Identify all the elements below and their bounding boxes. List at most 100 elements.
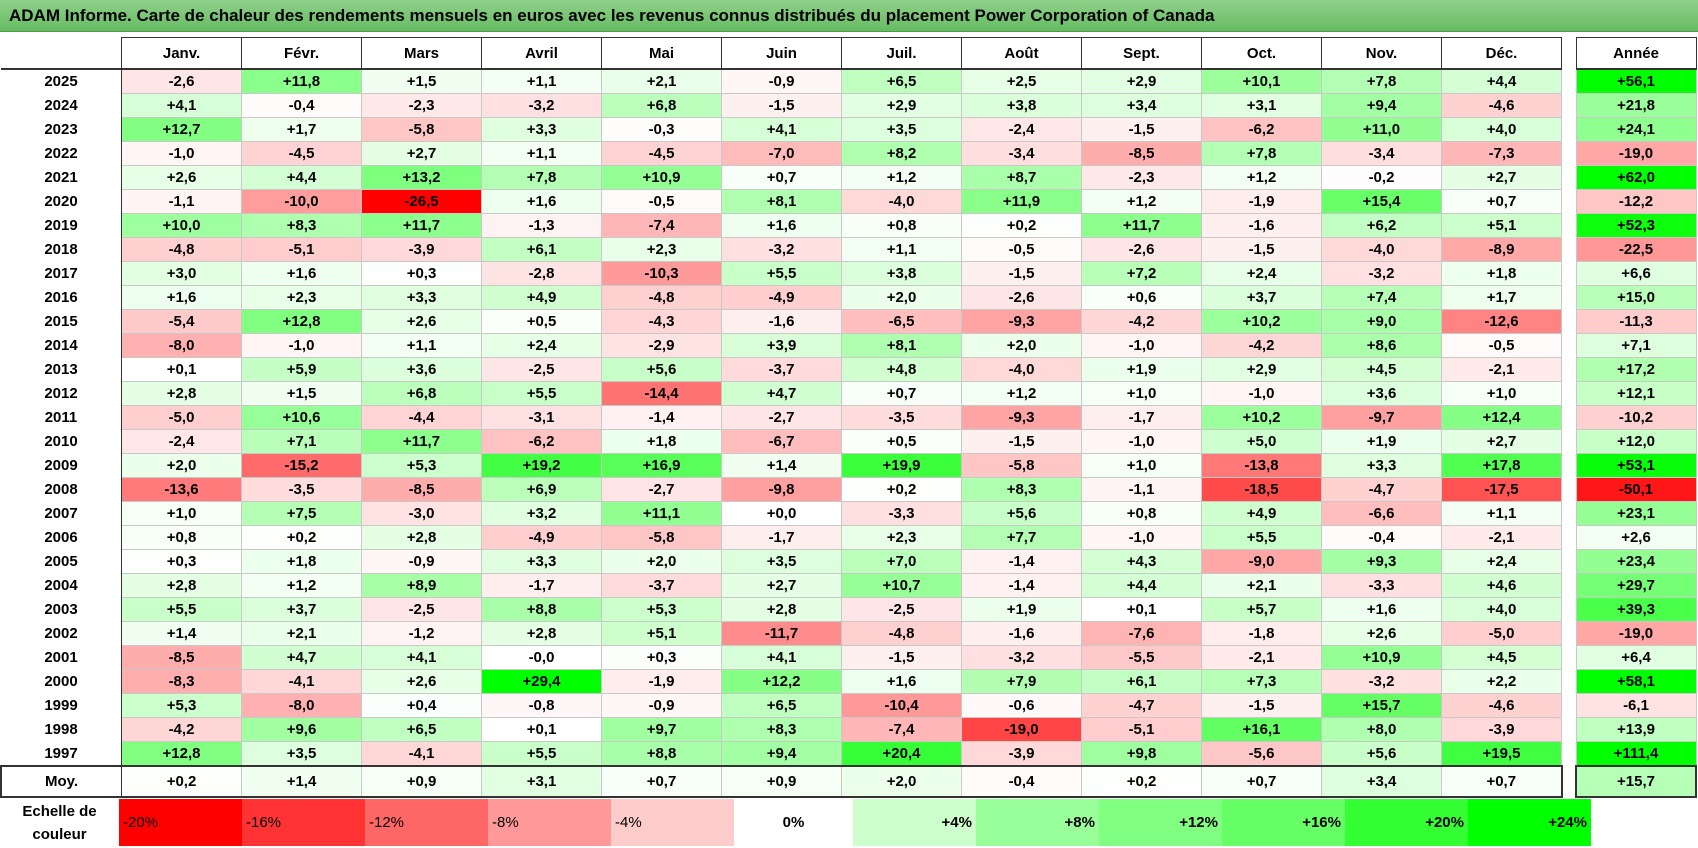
heatmap-cell: +5,3 bbox=[361, 453, 482, 478]
heatmap-cell: +2,4 bbox=[1201, 261, 1322, 286]
year-row: 2014 -8,0 -1,0 +1,1 +2,4 -2,9 +3,9 +8,1 +2,0 -1,0… bbox=[1, 333, 1562, 358]
heatmap-cell: -0,2 bbox=[1321, 165, 1442, 190]
heatmap-cell: +0,4 bbox=[361, 693, 482, 718]
heatmap-cell: +4,0 bbox=[1441, 117, 1562, 142]
heatmap-cell: -1,1 bbox=[121, 189, 242, 214]
year-label: 1997 bbox=[1, 741, 122, 766]
heatmap-cell: +7,4 bbox=[1321, 285, 1442, 310]
heatmap-cell: +3,2 bbox=[481, 501, 602, 526]
heatmap-cell: -1,1 bbox=[1081, 477, 1202, 502]
annual-cell: -10,2 bbox=[1575, 405, 1697, 430]
heatmap-cell: -17,5 bbox=[1441, 477, 1562, 502]
heatmap-cell: +10,7 bbox=[841, 573, 962, 598]
annual-cell: -6,1 bbox=[1575, 693, 1697, 718]
heatmap-cell: -2,1 bbox=[1441, 357, 1562, 382]
month-header: Déc. bbox=[1441, 37, 1562, 70]
heatmap-cell: +1,6 bbox=[481, 189, 602, 214]
heatmap-cell: +5,5 bbox=[481, 741, 602, 767]
annual-cell: +7,1 bbox=[1575, 333, 1697, 358]
heatmap-cell: +0,7 bbox=[601, 765, 722, 798]
heatmap-cell: +11,0 bbox=[1321, 117, 1442, 142]
heatmap-cell: +4,7 bbox=[721, 381, 842, 406]
heatmap-cell: +2,3 bbox=[241, 285, 362, 310]
heatmap-cell: -2,4 bbox=[121, 429, 242, 454]
heatmap-cell: +10,9 bbox=[1321, 645, 1442, 670]
month-header: Avril bbox=[481, 37, 602, 70]
heatmap-cell: -4,0 bbox=[961, 357, 1082, 382]
heatmap-cell: -2,1 bbox=[1201, 645, 1322, 670]
heatmap-cell: +2,7 bbox=[361, 141, 482, 166]
annual-cell: +39,3 bbox=[1575, 597, 1697, 622]
heatmap-cell: -3,7 bbox=[601, 573, 722, 598]
heatmap-cell: +11,7 bbox=[1081, 213, 1202, 238]
annual-cell: +17,2 bbox=[1575, 357, 1697, 382]
heatmap-cell: +7,2 bbox=[1081, 261, 1202, 286]
heatmap-cell: +4,9 bbox=[481, 285, 602, 310]
heatmap-cell: -1,6 bbox=[721, 309, 842, 334]
heatmap-cell: +10,0 bbox=[121, 213, 242, 238]
heatmap-cell: -3,2 bbox=[1321, 669, 1442, 694]
heatmap-cell: -6,2 bbox=[481, 429, 602, 454]
year-label: 2005 bbox=[1, 549, 122, 574]
annual-cell: +6,6 bbox=[1575, 261, 1697, 286]
heatmap-cell: -3,3 bbox=[1321, 573, 1442, 598]
heatmap-cell: +0,7 bbox=[1441, 189, 1562, 214]
heatmap-cell: +2,6 bbox=[1321, 621, 1442, 646]
heatmap-cell: +0,0 bbox=[721, 501, 842, 526]
heatmap-cell: -1,0 bbox=[1201, 381, 1322, 406]
heatmap-cell: -4,2 bbox=[121, 717, 242, 742]
heatmap-cell: -5,0 bbox=[1441, 621, 1562, 646]
heatmap-cell: -9,3 bbox=[961, 309, 1082, 334]
year-label: 1998 bbox=[1, 717, 122, 742]
heatmap-cell: -6,2 bbox=[1201, 117, 1322, 142]
heatmap-cell: -2,7 bbox=[721, 405, 842, 430]
heatmap-cell: +16,9 bbox=[601, 453, 722, 478]
heatmap-cell: -9,8 bbox=[721, 477, 842, 502]
annual-cell: -19,0 bbox=[1575, 621, 1697, 646]
annual-cell: +56,1 bbox=[1575, 68, 1697, 94]
heatmap-cell: +4,1 bbox=[721, 117, 842, 142]
heatmap-cell: +2,6 bbox=[361, 669, 482, 694]
heatmap-cell: -3,9 bbox=[1441, 717, 1562, 742]
heatmap-cell: -1,9 bbox=[1201, 189, 1322, 214]
heatmap-cell: +1,6 bbox=[841, 669, 962, 694]
year-row: 2003 +5,5 +3,7 -2,5 +8,8 +5,3 +2,8 -2,5 +1,9 +0,1… bbox=[1, 597, 1562, 622]
heatmap-cell: +1,1 bbox=[1441, 501, 1562, 526]
heatmap-cell: -10,4 bbox=[841, 693, 962, 718]
heatmap-cell: -1,3 bbox=[481, 213, 602, 238]
heatmap-cell: -4,7 bbox=[1321, 477, 1442, 502]
heatmap-cell: +1,1 bbox=[481, 68, 602, 94]
heatmap-cell: +1,2 bbox=[1081, 189, 1202, 214]
year-row: 2015 -5,4 +12,8 +2,6 +0,5 -4,3 -1,6 -6,5 -9,3 -4,… bbox=[1, 309, 1562, 334]
heatmap-cell: +1,4 bbox=[241, 765, 362, 798]
heatmap-cell: -1,2 bbox=[361, 621, 482, 646]
year-row: 1999 +5,3 -8,0 +0,4 -0,8 -0,9 +6,5 -10,4 -0,6 -4,… bbox=[1, 693, 1562, 718]
year-label: 2019 bbox=[1, 213, 122, 238]
heatmap-cell: +1,0 bbox=[1441, 381, 1562, 406]
year-label: 2009 bbox=[1, 453, 122, 478]
heatmap-cell: +11,1 bbox=[601, 501, 722, 526]
heatmap-cell: +2,9 bbox=[1081, 68, 1202, 94]
year-label: 2012 bbox=[1, 381, 122, 406]
heatmap-cell: -1,4 bbox=[961, 573, 1082, 598]
heatmap-cell: -6,5 bbox=[841, 309, 962, 334]
heatmap-cell: -1,5 bbox=[841, 645, 962, 670]
heatmap-cell: +4,4 bbox=[1441, 68, 1562, 94]
year-label: 2000 bbox=[1, 669, 122, 694]
heatmap-cell: +0,5 bbox=[481, 309, 602, 334]
year-label: 2016 bbox=[1, 285, 122, 310]
heatmap-cell: +3,3 bbox=[1321, 453, 1442, 478]
heatmap-cell: +5,5 bbox=[1201, 525, 1322, 550]
heatmap-cell: -13,8 bbox=[1201, 453, 1322, 478]
heatmap-cell: +4,7 bbox=[241, 645, 362, 670]
year-row: 2007 +1,0 +7,5 -3,0 +3,2 +11,1 +0,0 -3,3 +5,6 +0,… bbox=[1, 501, 1562, 526]
heatmap-cell: +2,4 bbox=[481, 333, 602, 358]
month-header: Août bbox=[961, 37, 1082, 70]
heatmap-cell: +13,2 bbox=[361, 165, 482, 190]
heatmap-cell: -1,4 bbox=[961, 549, 1082, 574]
month-header: Juil. bbox=[841, 37, 962, 70]
heatmap-cell: -15,2 bbox=[241, 453, 362, 478]
heatmap-cell: +19,5 bbox=[1441, 741, 1562, 767]
heatmap-cell: +3,8 bbox=[841, 261, 962, 286]
year-label: 2010 bbox=[1, 429, 122, 454]
